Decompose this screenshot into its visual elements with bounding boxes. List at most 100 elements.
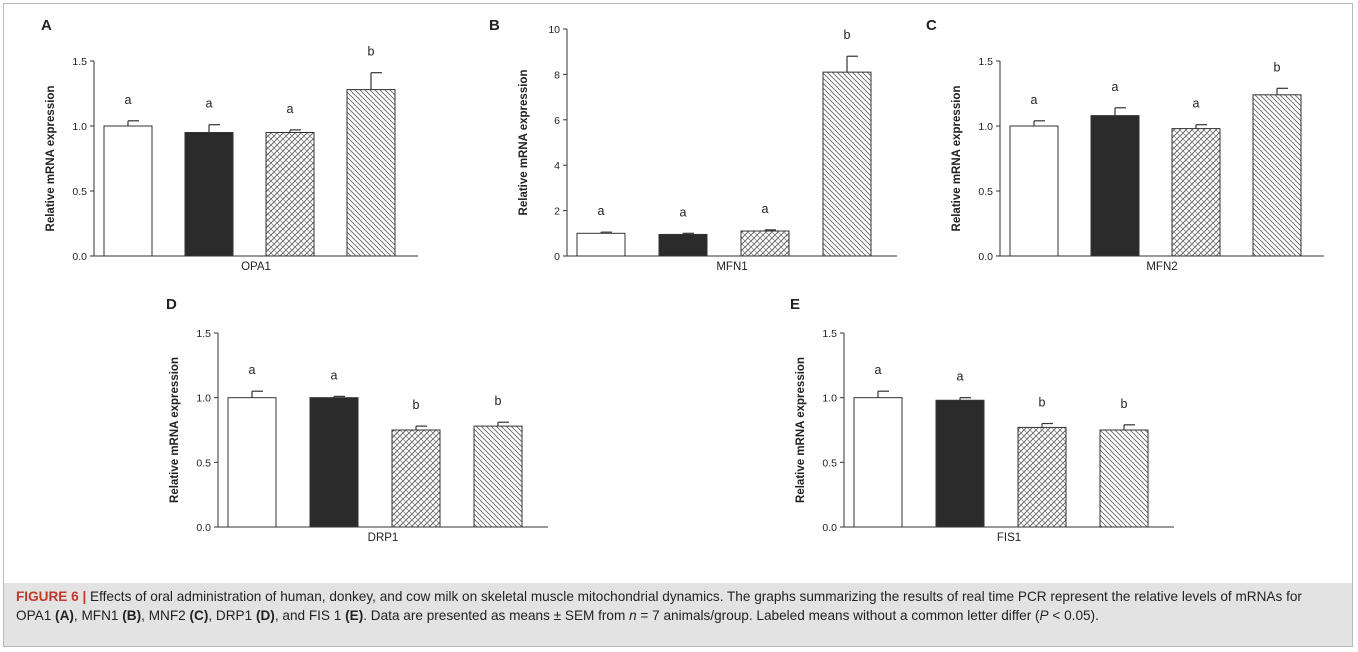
bar — [1099, 429, 1149, 528]
y-tick-label: 1.5 — [978, 56, 993, 68]
y-axis-label: Relative mRNA expression — [951, 86, 963, 232]
significance-letter: b — [1274, 60, 1281, 74]
caption-segment: , MFN1 — [73, 608, 123, 623]
y-tick-label: 2 — [554, 206, 560, 218]
significance-letter: b — [1121, 397, 1128, 411]
y-tick-label: 0.5 — [978, 186, 993, 198]
y-axis-label: Relative mRNA expression — [795, 357, 807, 503]
caption-segment: (C) — [189, 608, 209, 623]
panel-letter: E — [790, 296, 800, 313]
caption-segment: P — [1039, 608, 1049, 623]
caption-segment: , DRP1 — [208, 608, 256, 623]
y-tick-label: 1.0 — [822, 393, 837, 405]
chart-c — [996, 60, 1324, 257]
y-tick-label: 0.0 — [822, 522, 837, 534]
significance-letter: a — [1031, 93, 1038, 107]
caption-segment: , and FIS 1 — [274, 608, 346, 623]
significance-letter: a — [598, 204, 605, 218]
x-axis-label: FIS1 — [997, 532, 1021, 544]
caption-segment: . Data are presented as means ± SEM from — [363, 608, 630, 623]
y-tick-label: 1.0 — [196, 393, 211, 405]
panel-letter: B — [489, 17, 500, 34]
significance-letter: b — [1039, 396, 1046, 410]
bar — [346, 89, 396, 257]
significance-letter: a — [287, 102, 294, 116]
significance-letter: a — [1112, 80, 1119, 94]
bar — [184, 132, 234, 257]
x-axis-label: MFN2 — [1146, 261, 1177, 273]
y-tick-label: 10 — [548, 24, 560, 36]
figure-caption: FIGURE 6 | Effects of oral administratio… — [4, 583, 1352, 646]
significance-letter: a — [762, 202, 769, 216]
y-tick-label: 1.5 — [72, 56, 87, 68]
significance-letter: a — [331, 368, 338, 382]
bar — [391, 429, 441, 528]
figure-panel: A 0.0 0.5 1.0 1.5 Relative mRNA expression OPA… — [3, 3, 1353, 647]
significance-letter: b — [495, 394, 502, 408]
significance-letter: a — [957, 370, 964, 384]
significance-letter: a — [206, 97, 213, 111]
x-axis-label: MFN1 — [716, 261, 747, 273]
caption-segment: (E) — [345, 608, 364, 623]
bar — [265, 132, 315, 257]
bar — [1017, 426, 1067, 528]
chart-e — [840, 332, 1174, 528]
bar — [740, 230, 790, 257]
bar — [473, 425, 523, 528]
y-tick-label: 0.0 — [72, 251, 87, 263]
caption-segment: (A) — [55, 608, 74, 623]
bar — [1009, 125, 1059, 257]
significance-letter: a — [125, 93, 132, 107]
bar — [103, 125, 153, 257]
bar — [576, 232, 626, 257]
significance-letter: a — [1193, 97, 1200, 111]
bar — [935, 399, 985, 528]
bar — [1252, 94, 1302, 257]
chart-d — [214, 332, 548, 528]
bar — [309, 397, 359, 528]
y-tick-label: 1.5 — [196, 328, 211, 340]
bar — [1090, 115, 1140, 257]
charts-canvas: A 0.0 0.5 1.0 1.5 Relative mRNA expression OPA… — [41, 17, 1324, 544]
chart-a — [90, 60, 418, 257]
y-axis-label: Relative mRNA expression — [518, 70, 530, 216]
y-axis-label: Relative mRNA expression — [45, 86, 57, 232]
bar — [658, 233, 708, 257]
caption-segment: Effects of oral administration of human,… — [16, 589, 1302, 623]
panel-letter: A — [41, 17, 52, 34]
significance-letter: a — [249, 363, 256, 377]
y-tick-label: 8 — [554, 69, 560, 81]
y-tick-label: 0.0 — [978, 251, 993, 263]
bar — [1171, 128, 1221, 257]
y-axis-label: Relative mRNA expression — [169, 357, 181, 503]
y-tick-label: 0 — [554, 251, 560, 263]
caption-body: Effects of oral administration of human,… — [16, 589, 1302, 623]
y-tick-label: 1.0 — [72, 121, 87, 133]
y-tick-label: 1.5 — [822, 328, 837, 340]
y-tick-label: 1.0 — [978, 121, 993, 133]
significance-letter: b — [368, 45, 375, 59]
y-tick-label: 4 — [554, 160, 560, 172]
significance-letter: a — [680, 205, 687, 219]
y-tick-label: 0.0 — [196, 522, 211, 534]
x-axis-label: OPA1 — [241, 261, 271, 273]
chart-b — [563, 28, 897, 257]
caption-segment: (B) — [122, 608, 142, 623]
y-tick-label: 0.5 — [822, 457, 837, 469]
caption-segment: (D) — [255, 608, 275, 623]
x-axis-label: DRP1 — [368, 532, 399, 544]
caption-segment: < 0.05). — [1048, 608, 1099, 623]
significance-letter: b — [413, 398, 420, 412]
bar — [227, 397, 277, 528]
significance-letter: b — [844, 28, 851, 42]
caption-segment: , MNF2 — [141, 608, 190, 623]
bar — [822, 71, 872, 257]
y-tick-label: 0.5 — [196, 457, 211, 469]
caption-segment: n — [629, 608, 637, 623]
caption-label: FIGURE 6 | — [16, 589, 87, 604]
y-tick-label: 0.5 — [72, 186, 87, 198]
y-tick-label: 6 — [554, 115, 560, 127]
panel-letter: C — [926, 17, 937, 34]
bar — [853, 397, 903, 528]
panel-letter: D — [166, 296, 177, 313]
